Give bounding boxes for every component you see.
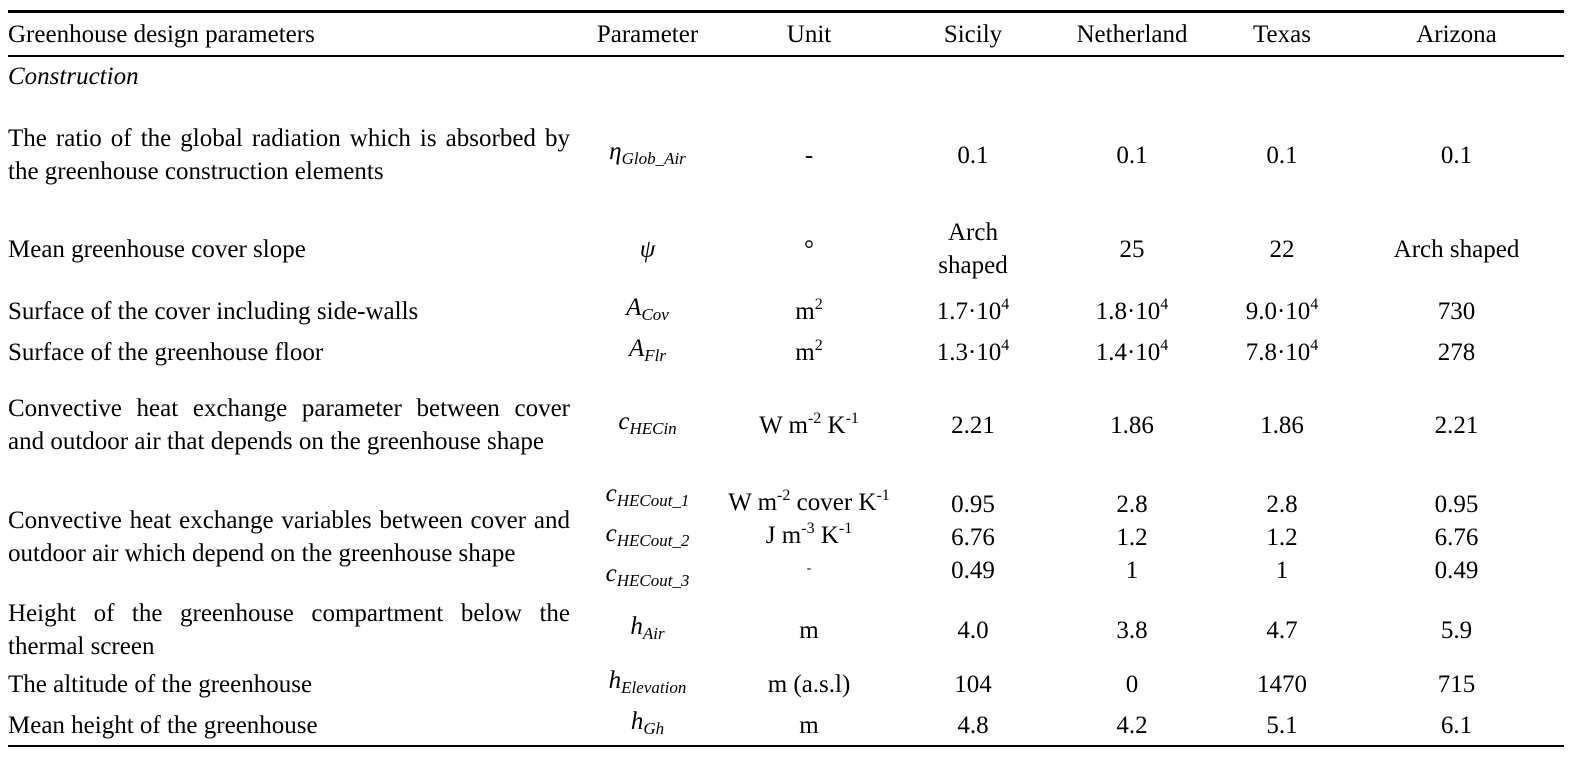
value-netherland: 25 [1119, 235, 1145, 263]
header-arizona: Arizona [1349, 10, 1564, 57]
row-symbol: hGh [574, 705, 721, 747]
row-unit: - [804, 141, 814, 169]
row-symbol: AFlr [628, 335, 666, 365]
row-unit: ° [804, 235, 814, 263]
row-unit: m [799, 616, 819, 644]
value-arizona: 278 [1437, 338, 1476, 366]
value-arizona: 0.1 [1440, 141, 1473, 169]
row-symbol: hElevation [608, 667, 687, 697]
value-sicily: 104 [954, 670, 992, 698]
row-description: Surface of the cover including side-wall… [8, 297, 419, 325]
row-description: Convective heat exchange variables betwe… [8, 507, 570, 567]
row-symbol: hAir [630, 613, 665, 643]
row-unit: W m-2 cover K-1 J m-3 K-1 - [728, 486, 890, 576]
row-symbol: ηGlob_Air [609, 138, 686, 168]
value-texas: 22 [1269, 235, 1295, 263]
value-texas: 0.1 [1266, 141, 1298, 169]
table-row: Height of the greenhouse compartment bel… [8, 597, 1564, 663]
value-sicily: 2.21 [951, 411, 995, 439]
value-netherland: 1.8·104 [1095, 295, 1169, 325]
value-arizona: 6.1 [1349, 705, 1564, 747]
value-sicily: 0.1 [957, 141, 989, 169]
table-row: The altitude of the greenhouse hElevatio… [8, 663, 1564, 705]
value-sicily: 1.7·104 [936, 295, 1010, 325]
value-netherland: 4.2 [1049, 705, 1215, 747]
header-texas: Texas [1215, 10, 1349, 57]
value-sicily: Arch shaped [938, 219, 1008, 279]
header-unit: Unit [721, 10, 897, 57]
header-row: Greenhouse design parameters Parameter U… [8, 10, 1564, 57]
row-description: The altitude of the greenhouse [8, 670, 313, 698]
value-sicily: 4.8 [897, 705, 1049, 747]
row-description: Height of the greenhouse compartment bel… [8, 600, 570, 660]
row-description: Convective heat exchange parameter betwe… [8, 395, 570, 455]
greenhouse-parameters-table: Greenhouse design parameters Parameter U… [8, 10, 1564, 747]
table-row: Convective heat exchange variables betwe… [8, 477, 1564, 597]
table-row: Mean height of the greenhouse hGh m 4.8 … [8, 705, 1564, 747]
value-sicily: 1.3·104 [936, 336, 1010, 366]
header-parameter: Parameter [574, 10, 721, 57]
row-symbol: ACov [626, 294, 669, 324]
header-sicily: Sicily [897, 10, 1049, 57]
value-netherland: 0.1 [1116, 141, 1148, 169]
value-arizona: 5.9 [1440, 616, 1473, 644]
table-row: Mean greenhouse cover slope ψ ° Arch sha… [8, 207, 1564, 291]
table-row: Convective heat exchange parameter betwe… [8, 373, 1564, 477]
value-texas: 7.8·104 [1245, 336, 1319, 366]
value-netherland: 3.8 [1116, 616, 1148, 644]
value-arizona: 2.21 [1434, 411, 1479, 439]
row-description: Mean height of the greenhouse [8, 705, 574, 747]
value-netherland: 0 [1125, 670, 1139, 698]
row-unit: W m-2 K-1 [759, 409, 859, 439]
value-texas: 1.86 [1260, 411, 1304, 439]
value-sicily: 4.0 [957, 616, 989, 644]
row-description: The ratio of the global radiation which … [8, 125, 570, 185]
value-texas: 1470 [1257, 670, 1307, 698]
row-unit: m2 [795, 336, 823, 366]
table-row: Surface of the greenhouse floor AFlr m2 … [8, 331, 1564, 373]
section-title: Construction [8, 62, 139, 90]
row-symbol: cHECin [618, 408, 677, 438]
value-texas: 5.1 [1215, 705, 1349, 747]
value-netherland: 1.4·104 [1095, 336, 1169, 366]
value-texas: 9.0·104 [1245, 295, 1319, 325]
row-symbol: ψ [639, 235, 656, 263]
value-arizona: 715 [1437, 670, 1476, 698]
value-texas: 2.8 1.2 1 [1266, 490, 1298, 584]
value-arizona: Arch shaped [1393, 235, 1520, 263]
value-texas: 4.7 [1266, 616, 1298, 644]
row-unit: m2 [795, 295, 823, 325]
table-row: Surface of the cover including side-wall… [8, 291, 1564, 331]
value-arizona: 0.95 6.76 0.49 [1434, 490, 1479, 584]
table-row: The ratio of the global radiation which … [8, 95, 1564, 207]
value-sicily: 0.95 6.76 0.49 [951, 490, 995, 584]
row-unit: m (a.s.l) [767, 670, 851, 698]
header-netherland: Netherland [1049, 10, 1215, 57]
row-description: Surface of the greenhouse floor [8, 338, 324, 366]
row-symbol: cHECout_1 cHECout_2 cHECout_3 [605, 480, 690, 590]
header-description: Greenhouse design parameters [8, 10, 574, 57]
value-arizona: 730 [1437, 297, 1476, 325]
row-description: Mean greenhouse cover slope [8, 235, 306, 263]
value-netherland: 2.8 1.2 1 [1116, 490, 1148, 584]
value-netherland: 1.86 [1110, 411, 1154, 439]
row-unit: m [721, 705, 897, 747]
section-row: Construction [8, 56, 1564, 95]
